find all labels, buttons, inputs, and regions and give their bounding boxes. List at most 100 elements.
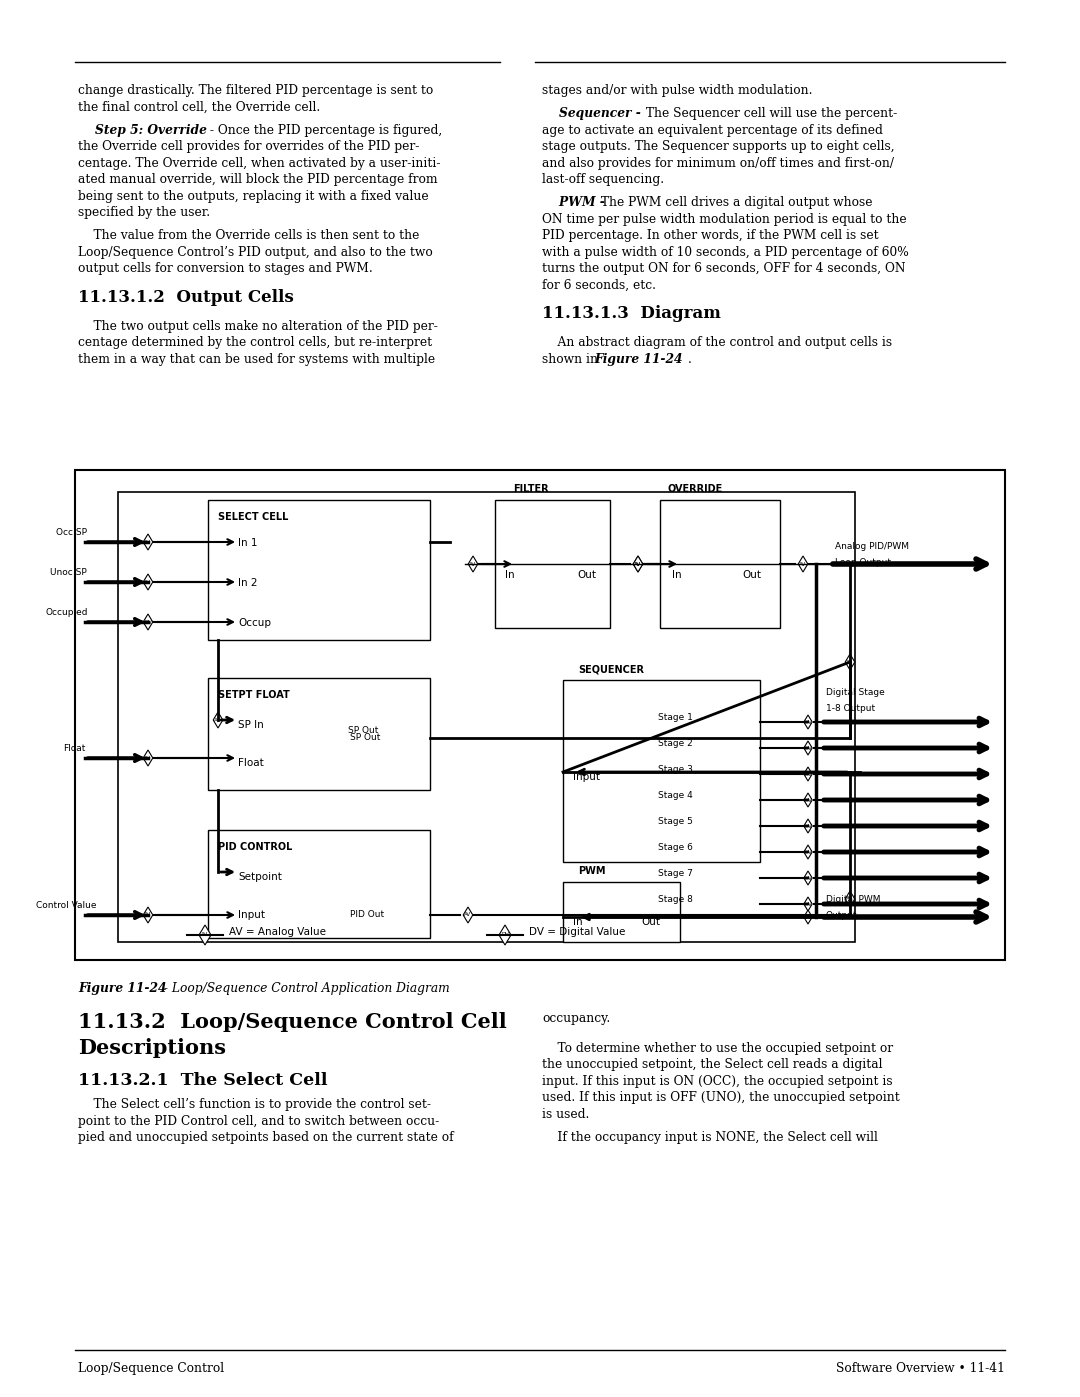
- Text: input. If this input is ON (OCC), the occupied setpoint is: input. If this input is ON (OCC), the oc…: [542, 1074, 893, 1088]
- Text: PWM -: PWM -: [542, 196, 605, 210]
- Text: Output: Output: [826, 911, 858, 921]
- Text: centage. The Override cell, when activated by a user-initi-: centage. The Override cell, when activat…: [78, 156, 441, 169]
- Polygon shape: [213, 712, 222, 728]
- Text: In 1: In 1: [238, 538, 257, 548]
- Polygon shape: [144, 615, 152, 630]
- Text: AV: AV: [145, 580, 151, 584]
- Text: last-off sequencing.: last-off sequencing.: [542, 173, 664, 186]
- Text: An abstract diagram of the control and output cells is: An abstract diagram of the control and o…: [542, 337, 892, 349]
- Text: DV: DV: [805, 746, 812, 750]
- Text: Sequencer -: Sequencer -: [542, 108, 640, 120]
- Text: To determine whether to use the occupied setpoint or: To determine whether to use the occupied…: [542, 1042, 893, 1055]
- Text: FILTER: FILTER: [513, 483, 549, 495]
- Text: AV: AV: [215, 718, 221, 722]
- Polygon shape: [846, 654, 854, 671]
- Polygon shape: [804, 767, 812, 781]
- Text: DV: DV: [805, 771, 812, 777]
- Text: - Loop/Sequence Control Application Diagram: - Loop/Sequence Control Application Diag…: [160, 982, 449, 995]
- Text: DV: DV: [805, 876, 812, 880]
- Polygon shape: [463, 907, 473, 923]
- Text: Loop/Sequence Control’s PID output, and also to the two: Loop/Sequence Control’s PID output, and …: [78, 246, 433, 258]
- Text: SP In: SP In: [238, 719, 264, 731]
- Text: them in a way that can be used for systems with multiple: them in a way that can be used for syste…: [78, 353, 435, 366]
- Polygon shape: [144, 574, 152, 590]
- Polygon shape: [804, 870, 812, 886]
- Text: OVERRIDE: OVERRIDE: [669, 483, 724, 495]
- Text: The PWM cell drives a digital output whose: The PWM cell drives a digital output who…: [597, 196, 873, 210]
- Text: ated manual override, will block the PID percentage from: ated manual override, will block the PID…: [78, 173, 437, 186]
- Polygon shape: [846, 891, 854, 907]
- Text: pied and unoccupied setpoints based on the current state of: pied and unoccupied setpoints based on t…: [78, 1132, 454, 1144]
- Bar: [208, 500, 430, 640]
- Polygon shape: [144, 534, 152, 550]
- Text: Stage 8: Stage 8: [658, 895, 693, 904]
- Text: AV: AV: [634, 562, 642, 567]
- Polygon shape: [798, 556, 808, 571]
- Polygon shape: [144, 750, 152, 766]
- Text: AV: AV: [145, 912, 151, 918]
- Text: PID Out: PID Out: [350, 909, 384, 919]
- Text: Stage 3: Stage 3: [658, 766, 693, 774]
- Polygon shape: [804, 793, 812, 807]
- Text: PWM: PWM: [578, 866, 606, 876]
- Text: Software Overview • 11-41: Software Overview • 11-41: [836, 1362, 1005, 1375]
- Text: Analog PID/PWM: Analog PID/PWM: [835, 542, 909, 550]
- Text: output cells for conversion to stages and PWM.: output cells for conversion to stages an…: [78, 263, 373, 275]
- Bar: [208, 678, 430, 789]
- Text: for 6 seconds, etc.: for 6 seconds, etc.: [542, 278, 656, 292]
- Text: In: In: [672, 570, 681, 580]
- Text: change drastically. The filtered PID percentage is sent to: change drastically. The filtered PID per…: [78, 84, 433, 96]
- Text: stages and/or with pulse width modulation.: stages and/or with pulse width modulatio…: [542, 84, 812, 96]
- Text: The value from the Override cells is then sent to the: The value from the Override cells is the…: [78, 229, 419, 242]
- Text: Out: Out: [742, 570, 761, 580]
- Text: occupancy.: occupancy.: [542, 1011, 610, 1025]
- Bar: [75, 469, 1005, 960]
- Text: PID CONTROL: PID CONTROL: [218, 842, 293, 852]
- Text: Control Value: Control Value: [36, 901, 96, 909]
- Text: In: In: [573, 916, 582, 928]
- Text: DV: DV: [805, 823, 812, 828]
- Text: specified by the user.: specified by the user.: [78, 207, 211, 219]
- Text: DV: DV: [805, 901, 812, 907]
- Text: Input: Input: [573, 773, 600, 782]
- Text: AV: AV: [464, 912, 472, 918]
- Text: turns the output ON for 6 seconds, OFF for 4 seconds, ON: turns the output ON for 6 seconds, OFF f…: [542, 263, 905, 275]
- Text: SETPT FLOAT: SETPT FLOAT: [218, 690, 289, 700]
- Text: Stage 4: Stage 4: [658, 791, 692, 800]
- Text: with a pulse width of 10 seconds, a PID percentage of 60%: with a pulse width of 10 seconds, a PID …: [542, 246, 908, 258]
- Text: Unoc SP: Unoc SP: [50, 569, 86, 577]
- Text: 11.13.1.2  Output Cells: 11.13.1.2 Output Cells: [78, 289, 294, 306]
- Text: 11.13.1.3  Diagram: 11.13.1.3 Diagram: [542, 305, 720, 323]
- Text: shown in: shown in: [542, 353, 602, 366]
- Text: 1-8 Output: 1-8 Output: [826, 704, 875, 712]
- Text: Out: Out: [577, 570, 596, 580]
- Text: Stage 1: Stage 1: [658, 712, 693, 722]
- Text: Digital PWM: Digital PWM: [826, 895, 880, 904]
- Text: Out: Out: [642, 916, 660, 928]
- Bar: [563, 882, 680, 942]
- Text: The Sequencer cell will use the percent-: The Sequencer cell will use the percent-: [642, 108, 897, 120]
- Polygon shape: [804, 845, 812, 859]
- Text: Stage 6: Stage 6: [658, 842, 693, 852]
- Bar: [660, 500, 780, 629]
- Polygon shape: [804, 819, 812, 833]
- Polygon shape: [633, 556, 643, 571]
- Text: ON time per pulse width modulation period is equal to the: ON time per pulse width modulation perio…: [542, 212, 906, 226]
- Text: Float: Float: [238, 759, 264, 768]
- Text: .: .: [688, 353, 692, 366]
- Text: Stage 2: Stage 2: [658, 739, 692, 747]
- Text: The two output cells make no alteration of the PID per-: The two output cells make no alteration …: [78, 320, 437, 332]
- Text: AV: AV: [799, 562, 807, 567]
- Text: 11.13.2.1  The Select Cell: 11.13.2.1 The Select Cell: [78, 1071, 327, 1090]
- Polygon shape: [804, 715, 812, 729]
- Text: Descriptions: Descriptions: [78, 1038, 226, 1058]
- Text: Stage 7: Stage 7: [658, 869, 693, 877]
- Text: - Once the PID percentage is figured,: - Once the PID percentage is figured,: [206, 123, 442, 137]
- Text: DV: DV: [805, 849, 812, 855]
- Polygon shape: [804, 740, 812, 754]
- Text: age to activate an equivalent percentage of its defined: age to activate an equivalent percentage…: [542, 123, 882, 137]
- Text: DV = Digital Value: DV = Digital Value: [529, 928, 625, 937]
- Polygon shape: [144, 907, 152, 923]
- Text: Figure 11-24: Figure 11-24: [78, 982, 166, 995]
- Text: the Override cell provides for overrides of the PID per-: the Override cell provides for overrides…: [78, 140, 419, 154]
